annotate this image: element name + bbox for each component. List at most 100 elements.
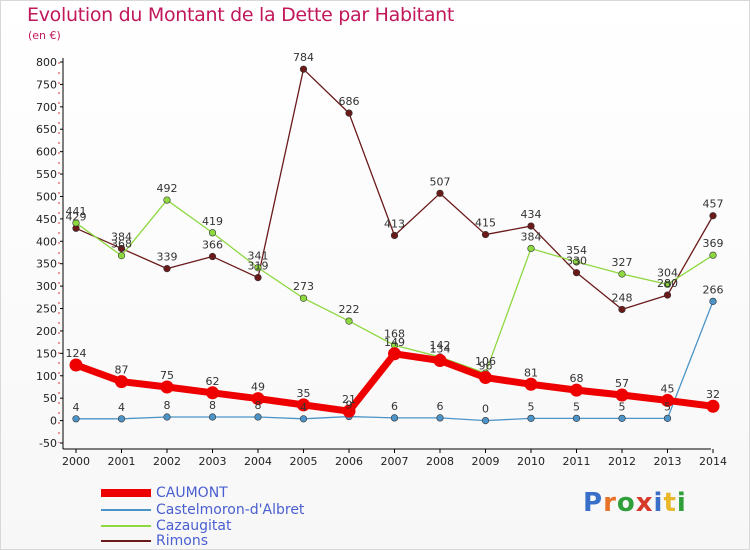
legend-swatch: [101, 489, 151, 497]
y-tick-label: 700: [36, 101, 57, 114]
data-label: 441: [66, 205, 87, 218]
data-point: [618, 414, 626, 422]
data-label: 273: [293, 280, 314, 293]
data-label: 507: [430, 175, 451, 188]
data-point: [299, 65, 308, 73]
data-label: 45: [661, 382, 675, 395]
data-label: 266: [703, 283, 724, 296]
data-label: 49: [251, 381, 265, 394]
data-label: 8: [255, 399, 262, 412]
y-tick-label: 500: [36, 190, 57, 203]
data-label: 434: [521, 208, 542, 221]
data-label: 5: [573, 400, 580, 413]
data-label: 57: [615, 377, 629, 390]
data-point: [345, 317, 353, 325]
x-tick-label: 2005: [290, 455, 318, 468]
data-label: 75: [160, 369, 174, 382]
y-tick-label: 150: [36, 347, 57, 360]
data-label: 222: [339, 303, 360, 316]
data-point: [390, 414, 399, 422]
data-label: 4: [300, 401, 307, 414]
data-point: [69, 358, 83, 372]
data-point: [254, 264, 262, 272]
logo-letter: P: [583, 488, 604, 518]
x-tick-label: 2003: [199, 455, 227, 468]
data-point: [661, 393, 674, 407]
data-label: 384: [111, 230, 132, 243]
data-point: [208, 413, 217, 421]
data-point: [388, 347, 401, 361]
y-tick-label: -50: [39, 437, 57, 450]
data-point: [572, 269, 581, 277]
data-label: 415: [475, 217, 496, 230]
data-point: [208, 252, 217, 261]
data-point: [709, 297, 717, 305]
y-tick-label: 350: [36, 258, 57, 271]
data-point: [663, 291, 672, 299]
logo-letter: i: [653, 488, 664, 518]
legend-label: Castelmoron-d'Albret: [156, 502, 305, 518]
data-label: 6: [391, 400, 398, 413]
data-label: 0: [482, 403, 489, 416]
data-label: 5: [619, 400, 626, 413]
data-label: 413: [384, 217, 405, 230]
x-tick-label: 2000: [62, 455, 90, 468]
x-tick-label: 2004: [244, 455, 272, 468]
data-label: 8: [164, 399, 171, 412]
x-tick-label: 2011: [563, 455, 591, 468]
data-point: [706, 399, 720, 413]
data-label: 32: [706, 388, 720, 401]
data-point: [72, 219, 80, 227]
x-tick-label: 2008: [426, 455, 454, 468]
x-tick-label: 2012: [608, 455, 636, 468]
data-point: [709, 251, 717, 259]
data-label: 304: [657, 266, 678, 279]
y-tick-label: 650: [36, 123, 57, 136]
data-label: 341: [248, 250, 269, 263]
data-label: 369: [703, 237, 724, 250]
y-tick-label: 600: [36, 146, 57, 159]
chart-title: Evolution du Montant de la Dette par Hab…: [27, 4, 455, 26]
data-point: [160, 380, 174, 394]
data-point: [481, 230, 490, 239]
data-label: 327: [612, 256, 633, 269]
x-tick-label: 2014: [699, 455, 727, 468]
x-tick-label: 2006: [335, 455, 363, 468]
data-point: [527, 414, 535, 422]
data-label: 87: [115, 364, 129, 377]
y-tick-label: 0: [50, 415, 57, 428]
chart-unit: (en €): [28, 29, 61, 42]
x-tick-label: 2001: [108, 455, 136, 468]
data-label: 784: [293, 51, 314, 64]
data-label: 35: [297, 387, 311, 400]
data-label: 366: [202, 239, 223, 252]
data-point: [479, 371, 492, 385]
data-point: [208, 229, 217, 237]
data-point: [572, 414, 581, 422]
legend-swatch: [101, 540, 151, 542]
logo-letter: t: [663, 488, 677, 518]
data-point: [436, 414, 444, 422]
logo-letter: o: [616, 488, 636, 518]
data-label: 4: [73, 401, 80, 414]
y-tick-label: 750: [36, 78, 57, 91]
data-point: [618, 270, 626, 278]
data-label: 457: [703, 198, 724, 211]
data-label: 81: [524, 366, 538, 379]
data-point: [254, 413, 262, 421]
data-label: 429: [66, 210, 87, 223]
data-point: [117, 244, 126, 253]
data-point: [481, 416, 490, 425]
y-tick-label: 100: [36, 370, 57, 383]
data-point: [390, 231, 399, 240]
data-point: [527, 244, 535, 253]
x-tick-label: 2009: [472, 455, 500, 468]
data-point: [345, 109, 353, 117]
legend-label: Rimons: [156, 533, 208, 549]
y-tick-label: 50: [43, 392, 57, 405]
data-point: [527, 222, 535, 230]
data-label: 62: [206, 375, 220, 388]
data-point: [433, 354, 447, 368]
data-label: 124: [66, 347, 87, 360]
